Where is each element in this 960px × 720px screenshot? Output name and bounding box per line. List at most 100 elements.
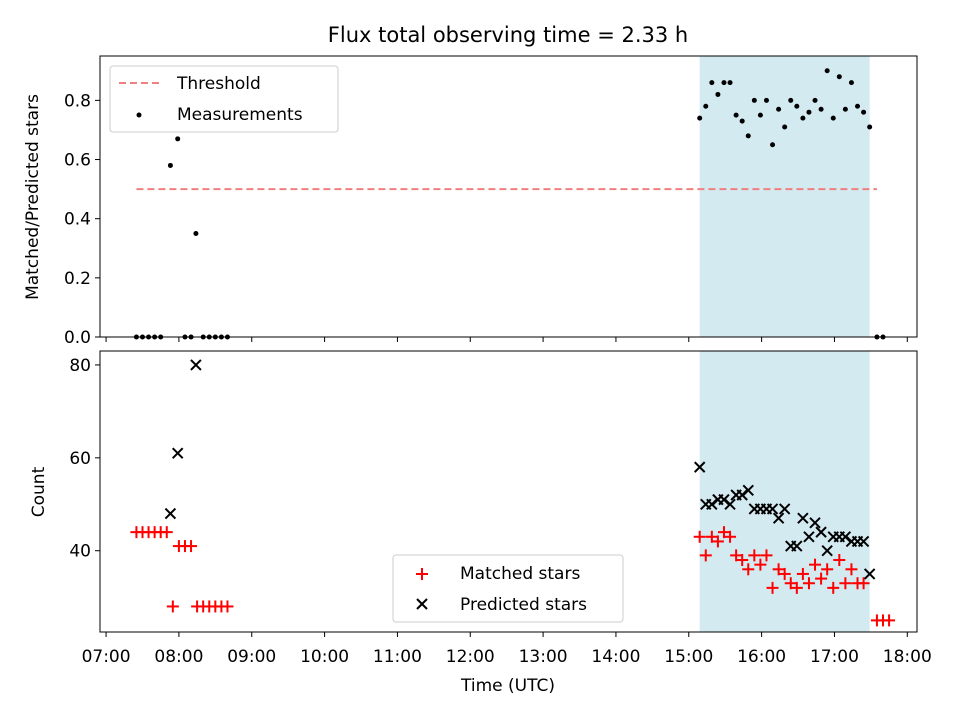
predicted-star-point (693, 461, 706, 473)
measurement-point (175, 136, 181, 142)
predicted-star-point (766, 503, 779, 515)
measurement-point (861, 109, 867, 115)
measurement-point (806, 109, 812, 115)
bottom-legend-box (392, 554, 624, 623)
top-y-tick-label: 0.8 (64, 91, 91, 111)
matched-star-point (742, 563, 755, 576)
top-x-ticks (105, 337, 908, 342)
predicted-star-point (772, 512, 785, 524)
measurement-point (167, 162, 173, 168)
matched-star-point (760, 549, 773, 562)
x-tick-label: 13:00 (519, 647, 568, 667)
matched-star-point (857, 577, 870, 590)
matched-star-point (705, 530, 718, 543)
matched-star-point (827, 581, 840, 594)
predicted-star-point (815, 526, 827, 538)
x-tick-label: 09:00 (227, 647, 276, 667)
top-y-ticks: 0.0 0.2 0.4 0.6 0.8 (64, 91, 100, 348)
matched-star-point (699, 549, 712, 562)
x-tick-label: 15:00 (664, 647, 713, 667)
top-y-tick-label: 0.0 (64, 328, 91, 348)
predicted-star-point (857, 535, 870, 548)
bottom-observing-span (699, 351, 870, 632)
measurement-point (763, 97, 769, 103)
bottom-axes-frame (99, 350, 918, 633)
measurement-point (824, 68, 830, 74)
top-y-tick-label: 0.6 (64, 151, 91, 171)
matched-star-point (778, 567, 791, 580)
legend-threshold-label: Threshold (176, 74, 261, 94)
matched-star-point (711, 535, 724, 548)
legend-measurements-label: Measurements (177, 105, 303, 125)
predicted-star-point (863, 568, 876, 580)
measurement-point (715, 91, 721, 97)
x-tick-label: 10:00 (300, 647, 349, 667)
x-tick-label: 16:00 (737, 647, 786, 667)
predicted-star-point (803, 531, 815, 543)
top-legend-box (109, 65, 339, 133)
measurement-point (855, 103, 861, 109)
matched-star-point (160, 526, 173, 539)
matched-star-point (693, 530, 706, 543)
predicted-star-point (724, 498, 736, 510)
measurement-point (830, 115, 836, 121)
predicted-star-point (742, 484, 754, 497)
predicted-star-point (821, 545, 833, 557)
measurement-point (739, 118, 745, 124)
legend-matched-swatch (416, 568, 428, 580)
bottom-y-axis-label: Count (29, 466, 49, 517)
measurement-point (193, 230, 199, 236)
predicted-star-point (736, 489, 748, 501)
matched-star-point (185, 540, 198, 553)
x-tick-label: 18:00 (883, 647, 932, 667)
top-y-tick-label: 0.2 (64, 269, 91, 289)
measurement-point (776, 106, 782, 112)
matched-star-point (730, 549, 743, 562)
top-legend: Threshold Measurements (109, 65, 339, 133)
measurement-point (794, 103, 800, 109)
predicted-star-point (171, 447, 184, 459)
matched-star-point (736, 554, 749, 567)
matched-star-point (821, 563, 834, 576)
measurement-point (818, 106, 824, 112)
predicted-stars-points (164, 359, 876, 580)
bottom-legend: Matched stars Predicted stars (392, 554, 624, 623)
bottom-y-tick-label: 60 (69, 449, 91, 469)
predicted-star-point (797, 512, 809, 524)
matched-star-point (833, 554, 846, 567)
matched-star-point (754, 558, 767, 571)
bottom-y-tick-label: 40 (69, 542, 91, 562)
x-tick-label: 12:00 (446, 647, 495, 667)
predicted-star-point (839, 531, 852, 543)
legend-matched-label: Matched stars (460, 564, 580, 584)
legend-predicted-swatch (416, 598, 428, 610)
matched-star-point (221, 600, 234, 613)
top-y-tick-label: 0.4 (64, 210, 91, 230)
matched-star-point (166, 600, 179, 613)
matched-star-point (717, 526, 730, 539)
matched-star-point (784, 577, 797, 590)
measurement-point (703, 103, 709, 109)
predicted-star-point (778, 503, 791, 515)
matched-star-point (790, 581, 803, 594)
x-tick-label: 07:00 (82, 647, 131, 667)
legend-measurements-swatch (136, 112, 142, 118)
matched-star-point (802, 577, 815, 590)
measurement-point (721, 80, 727, 86)
x-tick-label: 08:00 (154, 647, 203, 667)
matched-star-point (772, 563, 785, 576)
bottom-y-ticks: 40 60 80 (69, 356, 100, 562)
predicted-star-point (809, 517, 821, 529)
measurement-points (133, 68, 886, 340)
matched-star-point (748, 549, 761, 562)
matched-star-point (883, 614, 896, 627)
measurement-point (867, 124, 873, 130)
matched-star-point (766, 581, 779, 594)
measurement-point (800, 115, 806, 121)
predicted-star-point (164, 507, 177, 520)
x-axis-label: Time (UTC) (460, 676, 555, 696)
measurement-point (733, 112, 739, 118)
measurement-point (836, 74, 842, 80)
top-panel: 0.00.20.40.60.8 Matched/Predicted stars … (23, 55, 918, 348)
